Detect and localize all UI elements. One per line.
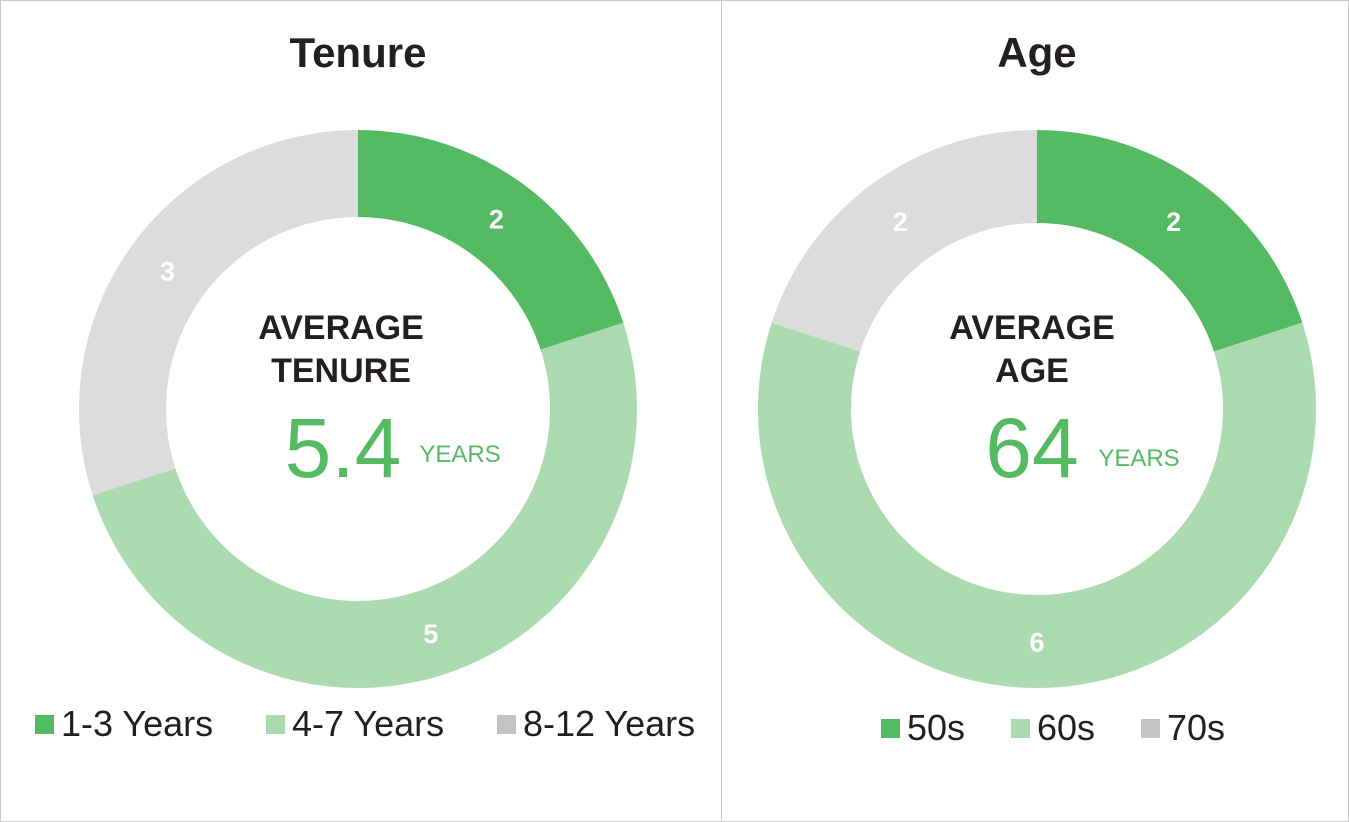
age-average-value: 64 — [985, 401, 1078, 495]
age-legend-label-60s: 60s — [1037, 707, 1095, 748]
age-data-label-50s: 2 — [1166, 207, 1181, 237]
tenure-data-label-1-3-years: 2 — [489, 204, 504, 234]
tenure-legend-swatch-8-12-years — [497, 715, 516, 734]
age-data-label-70s: 2 — [893, 207, 908, 237]
tenure-legend-label-4-7-years: 4-7 Years — [292, 703, 444, 744]
tenure-slice-1-3-years — [358, 130, 624, 350]
age-legend-swatch-70s — [1141, 719, 1160, 738]
panel-divider — [721, 1, 722, 821]
age-legend-swatch-60s — [1011, 719, 1030, 738]
tenure-data-label-8-12-years: 3 — [160, 257, 175, 287]
tenure-legend-label-1-3-years: 1-3 Years — [61, 703, 213, 744]
age-slice-50s — [1037, 130, 1303, 352]
age-panel: Age 2 6 2 AVERAGE AGE 64 YEARS 50s 60s 70s — [722, 1, 1349, 821]
age-average-unit: YEARS — [1098, 445, 1179, 472]
tenure-data-label-4-7-years: 5 — [423, 619, 438, 649]
tenure-legend-swatch-4-7-years — [266, 715, 285, 734]
age-legend-swatch-50s — [881, 719, 900, 738]
tenure-average-unit: YEARS — [419, 441, 500, 468]
tenure-legend-label-8-12-years: 8-12 Years — [523, 703, 695, 744]
age-donut-chart: Age 2 6 2 AVERAGE AGE 64 YEARS 50s 60s 70s — [758, 29, 1316, 748]
tenure-legend-swatch-1-3-years — [35, 715, 54, 734]
tenure-slice-8-12-years — [78, 130, 358, 496]
tenure-chart-title: Tenure — [290, 29, 427, 76]
tenure-average-value: 5.4 — [285, 401, 402, 495]
tenure-panel: Tenure 2 5 3 AVERAGE TENURE 5.4 YEARS 1-3 Years 4… — [1, 1, 721, 821]
age-data-label-60s: 6 — [1029, 628, 1044, 658]
tenure-center-heading-line2: TENURE — [271, 352, 411, 390]
tenure-slice-4-7-years — [92, 322, 638, 688]
tenure-center-heading-line1: AVERAGE — [258, 309, 424, 347]
age-center-heading-line2: AGE — [995, 352, 1069, 390]
age-chart-title: Age — [997, 29, 1076, 76]
age-center-heading-line1: AVERAGE — [949, 309, 1115, 347]
age-legend-label-50s: 50s — [907, 707, 965, 748]
age-legend-label-70s: 70s — [1167, 707, 1225, 748]
tenure-donut-chart: Tenure 2 5 3 AVERAGE TENURE 5.4 YEARS 1-3 Years 4… — [35, 29, 695, 744]
age-slice-60s — [758, 322, 1316, 688]
age-slice-70s — [771, 130, 1037, 352]
